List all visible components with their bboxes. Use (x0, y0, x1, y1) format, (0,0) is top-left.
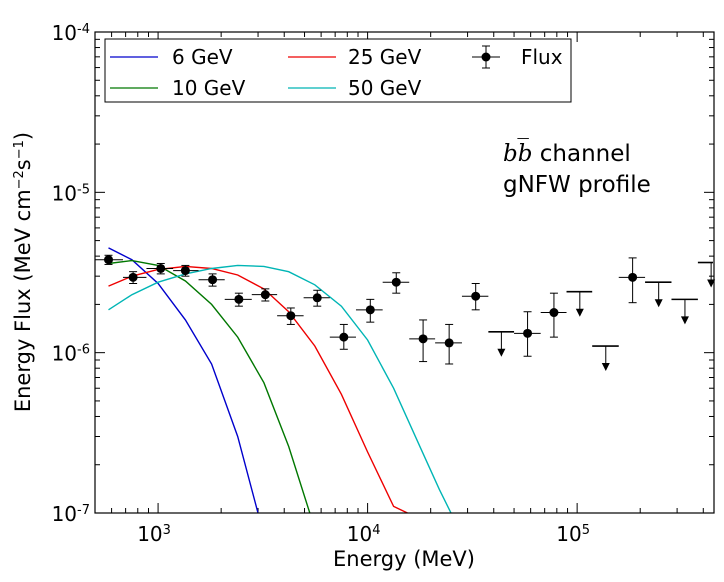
flux-upper-limit (488, 330, 515, 357)
flux-point (224, 292, 252, 307)
plot-frame (94, 31, 715, 514)
flux-point (251, 288, 278, 302)
x-tick-label: 105 (556, 522, 590, 546)
flux-point (95, 254, 123, 265)
flux-upper-limit (671, 298, 698, 325)
y-tick-label: 10-4 (52, 21, 90, 45)
flux-point (303, 289, 330, 307)
legend-label-50gev: 50 GeV (348, 76, 422, 100)
y-tick-label: 10-6 (52, 342, 90, 366)
flux-upper-limit (645, 281, 672, 308)
flux-point (435, 323, 462, 365)
x-axis-label: Energy (MeV) (333, 547, 475, 571)
flux-point (173, 264, 199, 277)
flux-point (382, 272, 410, 294)
legend-label-flux: Flux (521, 45, 563, 69)
legend: 6 GeV 10 GeV 25 GeV 50 GeV Flux (104, 38, 572, 103)
flux-point (277, 307, 304, 325)
legend-label-25gev: 25 GeV (348, 45, 422, 69)
flux-point (618, 257, 646, 304)
annotation-channel: bb̅ channel (503, 139, 631, 167)
flux-point (122, 271, 147, 285)
flux-upper-limit (697, 261, 716, 288)
flux-point (329, 323, 356, 350)
flux-point (540, 292, 567, 338)
legend-box (104, 38, 572, 103)
flux-point (514, 311, 541, 357)
flux-point (355, 298, 383, 323)
legend-label-10gev: 10 GeV (172, 76, 246, 100)
flux-upper-limit (592, 345, 619, 372)
series-line-6gev (108, 247, 259, 513)
y-tick-label: 10-7 (52, 502, 90, 526)
flux-point (461, 283, 489, 311)
flux-point (409, 319, 436, 363)
annotation-profile: gNFW profile (503, 172, 651, 198)
tick-labels: 103 104 105 10-7 10-6 10-5 10-4 (52, 21, 590, 546)
series-line-10gev (108, 259, 311, 513)
x-tick-label: 104 (347, 522, 381, 546)
series-line-50gev (108, 264, 452, 513)
x-tick-label: 103 (137, 522, 171, 546)
flux-point (198, 273, 225, 287)
flux-upper-limit (566, 290, 593, 317)
plot-area (95, 32, 714, 513)
y-tick-label: 10-5 (52, 181, 90, 205)
flux-point (146, 262, 174, 275)
flux-layer (95, 254, 716, 372)
legend-label-6gev: 6 GeV (172, 45, 233, 69)
axis-ticks (94, 31, 714, 514)
y-axis-label: Energy Flux (MeV cm−2s−1) (11, 132, 35, 412)
legend-flux-marker (472, 45, 500, 69)
